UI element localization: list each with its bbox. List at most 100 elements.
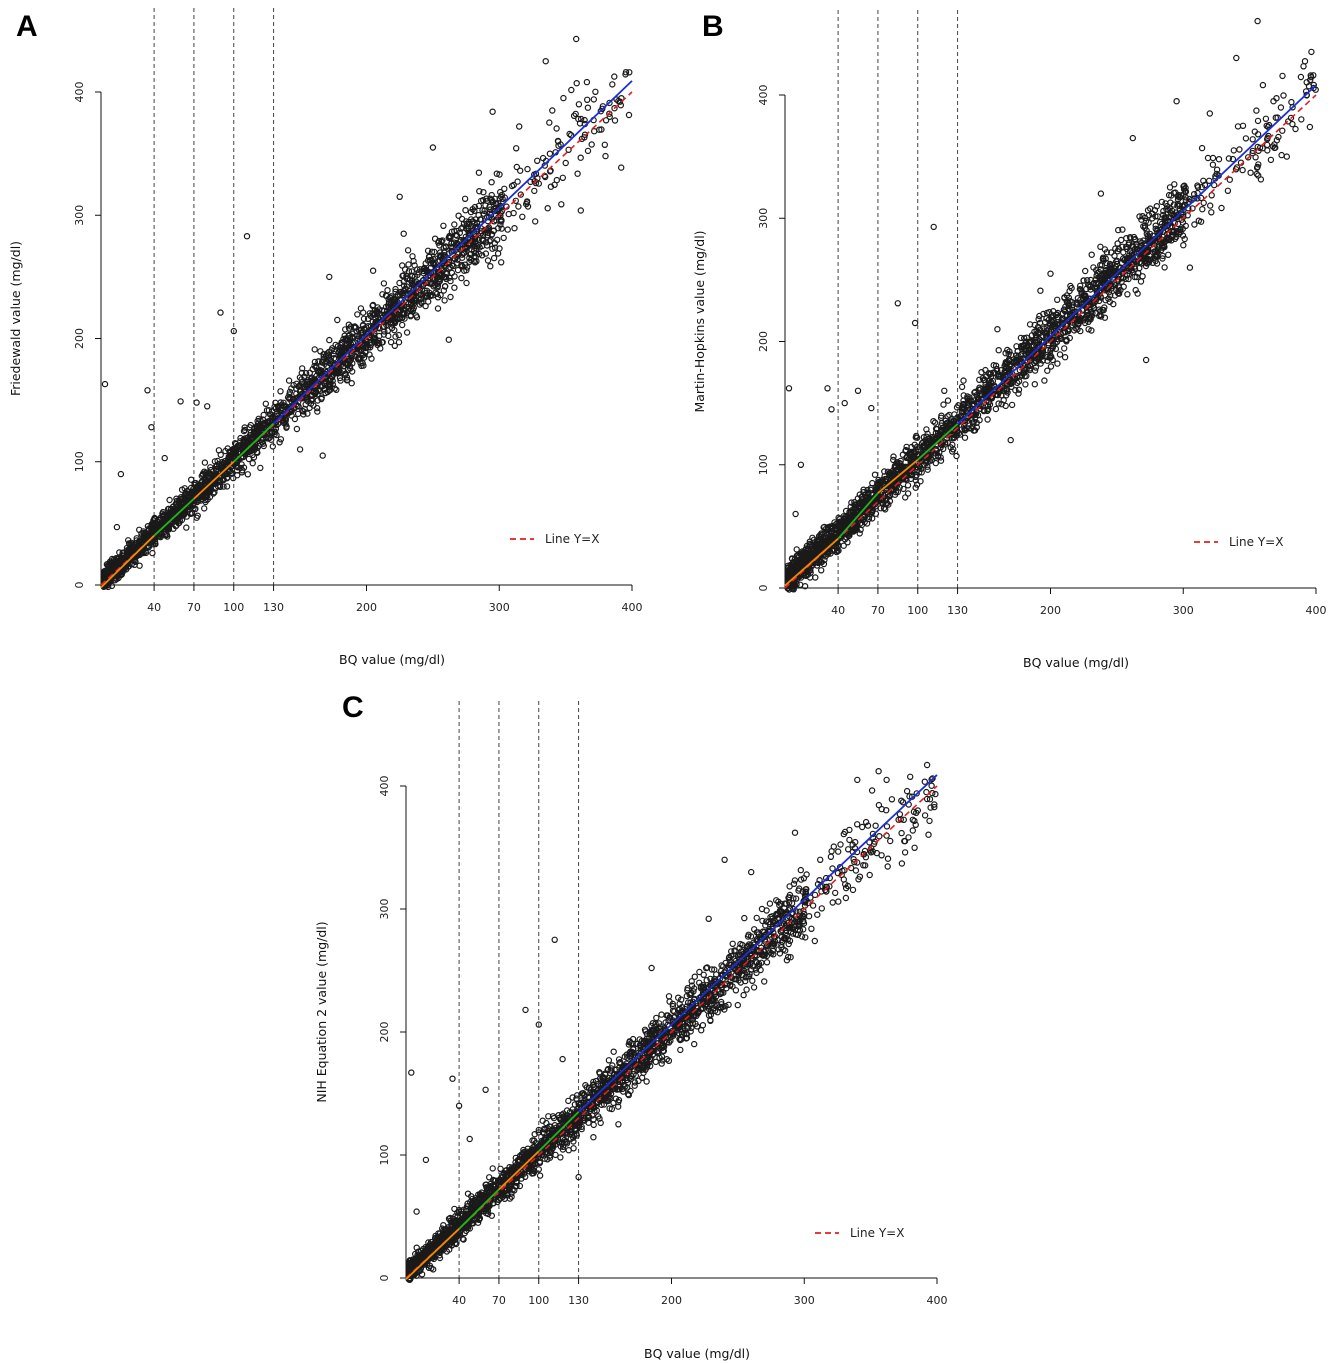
data-point	[1031, 367, 1039, 374]
data-point	[517, 167, 524, 174]
data-point	[461, 195, 469, 202]
data-point	[1061, 354, 1069, 361]
data-point	[416, 301, 423, 308]
data-point	[1239, 122, 1247, 130]
data-point	[475, 211, 482, 219]
data-point	[340, 367, 347, 375]
data-point	[1097, 243, 1104, 250]
data-point	[549, 107, 556, 114]
y-tick-label: 400	[73, 82, 86, 103]
x-tick-label: 100	[223, 601, 244, 614]
data-point	[422, 302, 429, 310]
data-point	[511, 224, 518, 232]
data-point	[930, 223, 937, 231]
data-point	[611, 73, 618, 80]
y-tick-label: 100	[73, 451, 86, 472]
data-point	[500, 234, 507, 242]
legend-label: Line Y=X	[545, 532, 599, 546]
data-point	[1166, 184, 1174, 191]
data-point	[940, 401, 947, 408]
data-point	[148, 424, 155, 431]
x-tick-label: 40	[147, 601, 161, 614]
data-point	[869, 479, 876, 487]
data-point	[369, 267, 377, 274]
data-point	[513, 145, 520, 152]
data-point	[1208, 192, 1215, 199]
data-point	[911, 319, 919, 327]
data-point	[532, 218, 539, 225]
data-point	[562, 159, 569, 167]
data-point	[546, 119, 553, 126]
data-point	[476, 250, 483, 258]
x-tick-label: 300	[794, 1294, 815, 1307]
data-point	[584, 104, 592, 111]
x-tick-label: 40	[452, 1294, 466, 1307]
data-point	[483, 242, 491, 249]
data-point	[1215, 155, 1223, 163]
data-point	[432, 289, 439, 296]
data-point	[391, 342, 398, 349]
data-point	[334, 316, 341, 324]
x-tick-label: 70	[492, 1294, 506, 1307]
data-point	[1017, 334, 1025, 342]
data-point	[166, 496, 173, 504]
data-point	[302, 370, 310, 377]
data-point	[498, 259, 505, 266]
data-point	[578, 135, 586, 143]
data-point	[280, 399, 287, 406]
data-point	[262, 400, 269, 407]
data-point	[854, 387, 862, 394]
data-point	[285, 377, 293, 384]
data-point	[606, 110, 613, 117]
data-point	[399, 321, 406, 329]
data-point	[354, 311, 361, 318]
data-point	[240, 427, 248, 435]
data-point	[424, 247, 432, 254]
data-point	[458, 274, 465, 282]
data-point	[271, 428, 279, 435]
data-point	[229, 474, 237, 482]
data-point	[992, 405, 1000, 413]
data-point	[568, 86, 575, 94]
data-point	[277, 436, 285, 443]
data-point	[1298, 116, 1305, 123]
data-point	[473, 258, 480, 265]
data-point	[1007, 436, 1014, 444]
data-point	[1301, 58, 1309, 65]
data-point	[590, 96, 598, 103]
data-point	[797, 581, 804, 589]
data-point	[1111, 252, 1118, 259]
data-point	[191, 505, 199, 513]
data-point	[1180, 241, 1187, 249]
x-tick-label: 70	[187, 601, 201, 614]
data-point	[343, 377, 351, 384]
x-tick-label: 200	[356, 601, 377, 614]
data-point	[161, 454, 168, 462]
data-point	[1247, 169, 1254, 176]
data-point	[404, 247, 412, 254]
data-point	[300, 411, 307, 418]
data-point	[488, 178, 495, 186]
data-point	[467, 208, 475, 216]
data-point	[1205, 177, 1213, 184]
data-point	[1259, 81, 1267, 89]
data-point	[1253, 107, 1260, 114]
data-point	[429, 144, 437, 151]
data-point	[201, 459, 209, 466]
data-point	[577, 154, 584, 161]
data-point	[203, 403, 211, 410]
data-point	[625, 111, 633, 119]
data-point	[546, 150, 554, 157]
x-tick-label: 200	[661, 1294, 682, 1307]
panel-letter-b: B	[702, 10, 724, 43]
data-point	[601, 141, 609, 148]
data-point	[592, 88, 599, 96]
data-point	[194, 512, 201, 519]
data-point	[961, 434, 969, 441]
data-point	[360, 309, 367, 316]
data-point	[333, 386, 340, 393]
data-point	[249, 460, 256, 467]
data-point	[494, 250, 502, 257]
data-point	[513, 163, 521, 171]
data-point	[1208, 209, 1215, 216]
